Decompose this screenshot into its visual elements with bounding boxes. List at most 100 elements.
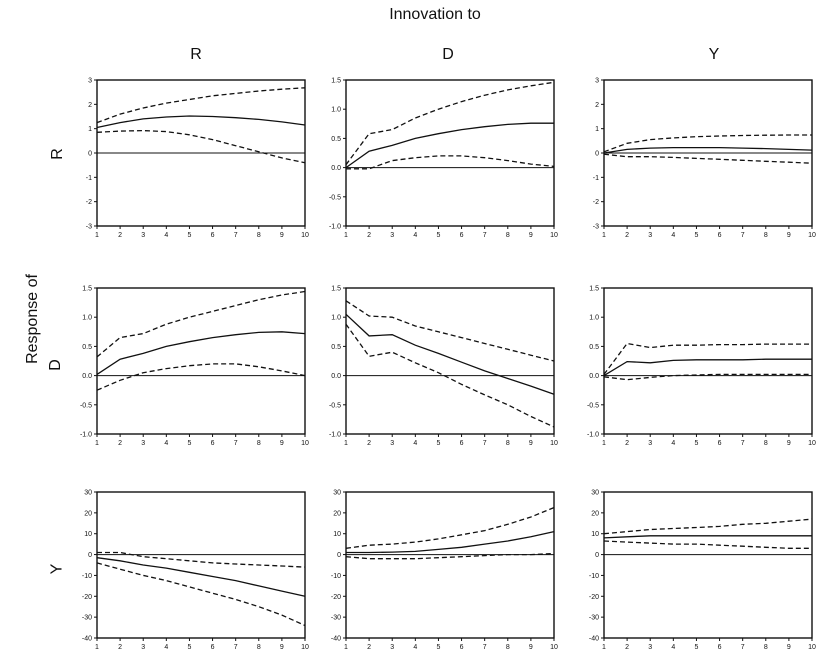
y-tick-label: -0.5 bbox=[329, 194, 341, 201]
y-tick-label: -40 bbox=[589, 636, 599, 643]
y-tick-label: 1.0 bbox=[589, 315, 599, 322]
panel-y-r: -40 -30 -20 -10 0 10 20 30 1 2 3 4 5 6 7 8 9 10 bbox=[82, 490, 309, 652]
y-tick-label: 3 bbox=[595, 78, 599, 85]
figure-title: Innovation to bbox=[389, 6, 481, 23]
y-tick-label: 10 bbox=[333, 531, 341, 538]
x-tick-label: 1 bbox=[344, 232, 348, 239]
y-tick-label: -10 bbox=[82, 573, 92, 580]
x-tick-label: 2 bbox=[367, 644, 371, 651]
y-tick-label: 0.5 bbox=[589, 344, 599, 351]
x-tick-label: 2 bbox=[367, 440, 371, 447]
x-tick-label: 5 bbox=[436, 232, 440, 239]
response-line-1 bbox=[346, 530, 555, 554]
confidence-band-line-0 bbox=[603, 342, 812, 375]
y-tick-label: 1.0 bbox=[331, 315, 341, 322]
x-tick-label: 6 bbox=[460, 232, 464, 239]
y-tick-label: -1 bbox=[593, 175, 599, 182]
panel-r-y: -3 -2 -1 0 1 2 3 1 2 3 4 5 6 7 8 9 10 bbox=[593, 78, 816, 240]
x-tick-label: 8 bbox=[506, 232, 510, 239]
panel-frame bbox=[345, 79, 555, 227]
confidence-band-line-2 bbox=[96, 363, 306, 391]
x-tick-label: 9 bbox=[280, 440, 284, 447]
confidence-band-line-0 bbox=[345, 506, 555, 549]
y-tick-label: 0.5 bbox=[82, 344, 92, 351]
x-tick-label: 9 bbox=[787, 440, 791, 447]
x-tick-label: 2 bbox=[367, 232, 371, 239]
confidence-band-line-0 bbox=[96, 87, 306, 124]
x-tick-label: 7 bbox=[483, 232, 487, 239]
x-tick-label: 8 bbox=[506, 644, 510, 651]
x-tick-label: 10 bbox=[550, 440, 558, 447]
y-tick-label: -40 bbox=[331, 636, 341, 643]
y-tick-label: -10 bbox=[589, 573, 599, 580]
x-tick-label: 6 bbox=[211, 644, 215, 651]
x-tick-label: 10 bbox=[808, 232, 816, 239]
x-tick-label: 5 bbox=[694, 644, 698, 651]
y-tick-label: 0.0 bbox=[82, 373, 92, 380]
response-line-1 bbox=[96, 331, 306, 375]
x-tick-label: 8 bbox=[257, 644, 261, 651]
x-tick-label: 7 bbox=[741, 232, 745, 239]
y-tick-label: 0.0 bbox=[589, 373, 599, 380]
x-tick-label: 4 bbox=[671, 644, 675, 651]
x-tick-label: 4 bbox=[164, 440, 168, 447]
y-tick-label: -3 bbox=[86, 224, 92, 231]
y-tick-label: 0 bbox=[88, 552, 92, 559]
response-line-1 bbox=[96, 557, 306, 597]
y-tick-label: -40 bbox=[82, 636, 92, 643]
confidence-band-line-0 bbox=[345, 300, 555, 362]
x-tick-label: 10 bbox=[301, 440, 309, 447]
y-tick-label: -1.0 bbox=[329, 432, 341, 439]
panel-frame bbox=[96, 287, 306, 435]
y-tick-label: -20 bbox=[589, 594, 599, 601]
y-tick-label: -30 bbox=[82, 615, 92, 622]
x-tick-label: 1 bbox=[95, 232, 99, 239]
x-tick-label: 2 bbox=[625, 232, 629, 239]
confidence-band-line-0 bbox=[97, 551, 306, 568]
x-tick-label: 5 bbox=[436, 644, 440, 651]
x-tick-label: 10 bbox=[301, 644, 309, 651]
y-tick-label: -30 bbox=[331, 615, 341, 622]
confidence-band-line-0 bbox=[345, 81, 555, 166]
y-tick-label: 0 bbox=[88, 151, 92, 158]
confidence-band-line-2 bbox=[345, 552, 555, 560]
y-tick-label: -2 bbox=[86, 199, 92, 206]
confidence-band-line-2 bbox=[603, 540, 812, 549]
x-tick-label: 3 bbox=[141, 644, 145, 651]
y-tick-label: 1.5 bbox=[331, 286, 341, 293]
x-tick-label: 7 bbox=[234, 232, 238, 239]
y-tick-label: 20 bbox=[333, 510, 341, 517]
y-tick-label: 1.5 bbox=[589, 286, 599, 293]
x-tick-label: 7 bbox=[741, 644, 745, 651]
x-tick-label: 1 bbox=[344, 440, 348, 447]
y-tick-label: 1.0 bbox=[331, 107, 341, 114]
y-tick-label: 0 bbox=[595, 552, 599, 559]
column-label-y: Y bbox=[708, 46, 720, 63]
confidence-band-line-2 bbox=[603, 373, 812, 381]
x-tick-label: 3 bbox=[141, 440, 145, 447]
panel-y-y: -40 -30 -20 -10 0 10 20 30 1 2 3 4 5 6 7 8 9 10 bbox=[589, 490, 816, 652]
panel-frame bbox=[603, 287, 813, 435]
y-tick-label: -20 bbox=[82, 594, 92, 601]
x-tick-label: 1 bbox=[95, 440, 99, 447]
x-tick-label: 3 bbox=[141, 232, 145, 239]
x-tick-label: 5 bbox=[187, 644, 191, 651]
x-tick-label: 9 bbox=[529, 440, 533, 447]
x-tick-label: 7 bbox=[483, 440, 487, 447]
x-tick-label: 4 bbox=[413, 644, 417, 651]
column-label-d: D bbox=[442, 46, 454, 63]
y-tick-label: 0 bbox=[595, 151, 599, 158]
y-tick-label: 10 bbox=[591, 531, 599, 538]
x-tick-label: 6 bbox=[211, 232, 215, 239]
x-tick-label: 10 bbox=[808, 644, 816, 651]
x-tick-label: 4 bbox=[164, 644, 168, 651]
panel-frame bbox=[96, 491, 306, 639]
x-tick-label: 8 bbox=[764, 644, 768, 651]
x-tick-label: 8 bbox=[257, 232, 261, 239]
x-tick-label: 8 bbox=[506, 440, 510, 447]
y-tick-label: -0.5 bbox=[587, 402, 599, 409]
x-tick-label: 10 bbox=[550, 232, 558, 239]
x-tick-label: 8 bbox=[764, 440, 768, 447]
response-line-1 bbox=[603, 535, 812, 539]
